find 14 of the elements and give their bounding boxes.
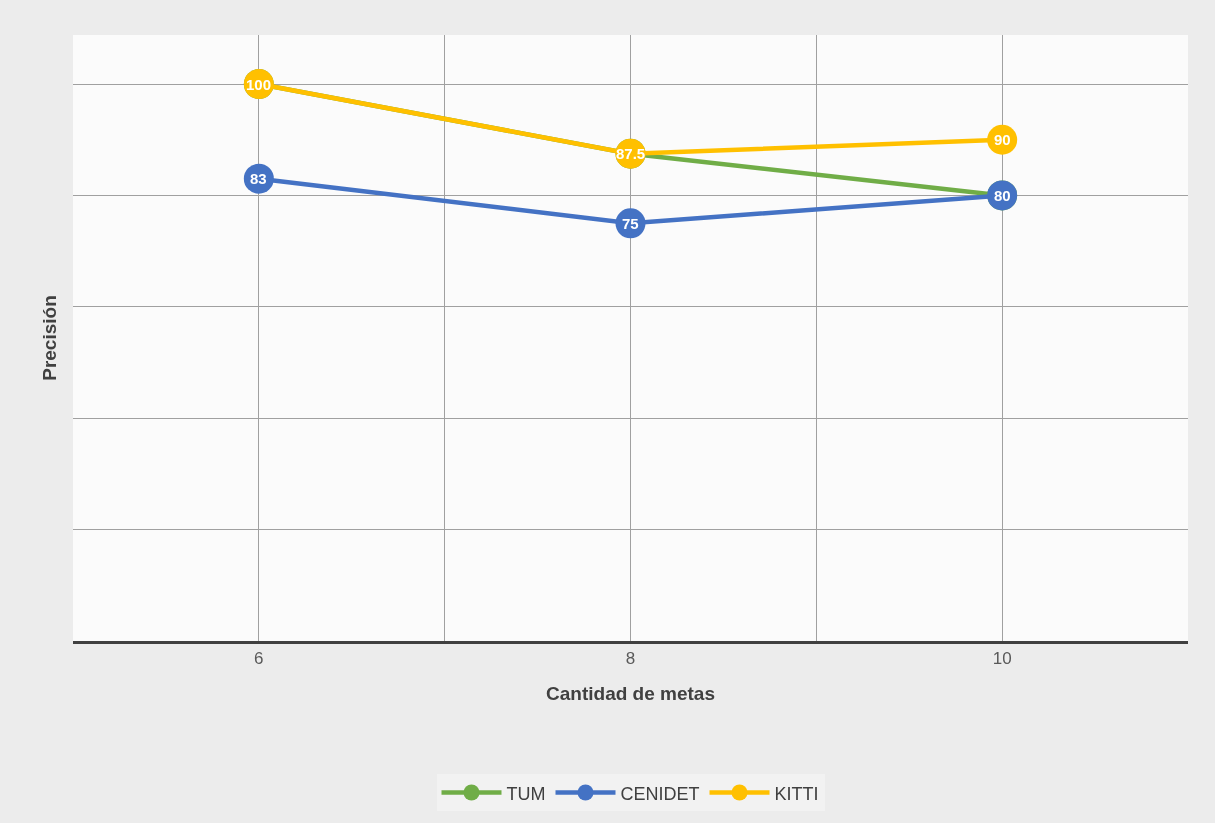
legend-label: CENIDET: [620, 783, 700, 804]
data-label: 100: [246, 76, 272, 93]
x-tick-label: 10: [992, 649, 1012, 669]
y-axis-title: Precisión: [38, 295, 60, 381]
x-tick-label: 6: [254, 649, 264, 669]
legend-label: TUM: [506, 783, 546, 804]
legend-label: KITTI: [774, 783, 819, 804]
data-label: 75: [622, 215, 639, 232]
data-label: 87.5: [616, 145, 646, 162]
x-axis-title: Cantidad de metas: [546, 682, 715, 704]
data-label: 83: [250, 170, 267, 187]
data-label: 90: [994, 131, 1011, 148]
data-label: 80: [994, 187, 1011, 204]
x-tick-label: 8: [625, 649, 636, 669]
